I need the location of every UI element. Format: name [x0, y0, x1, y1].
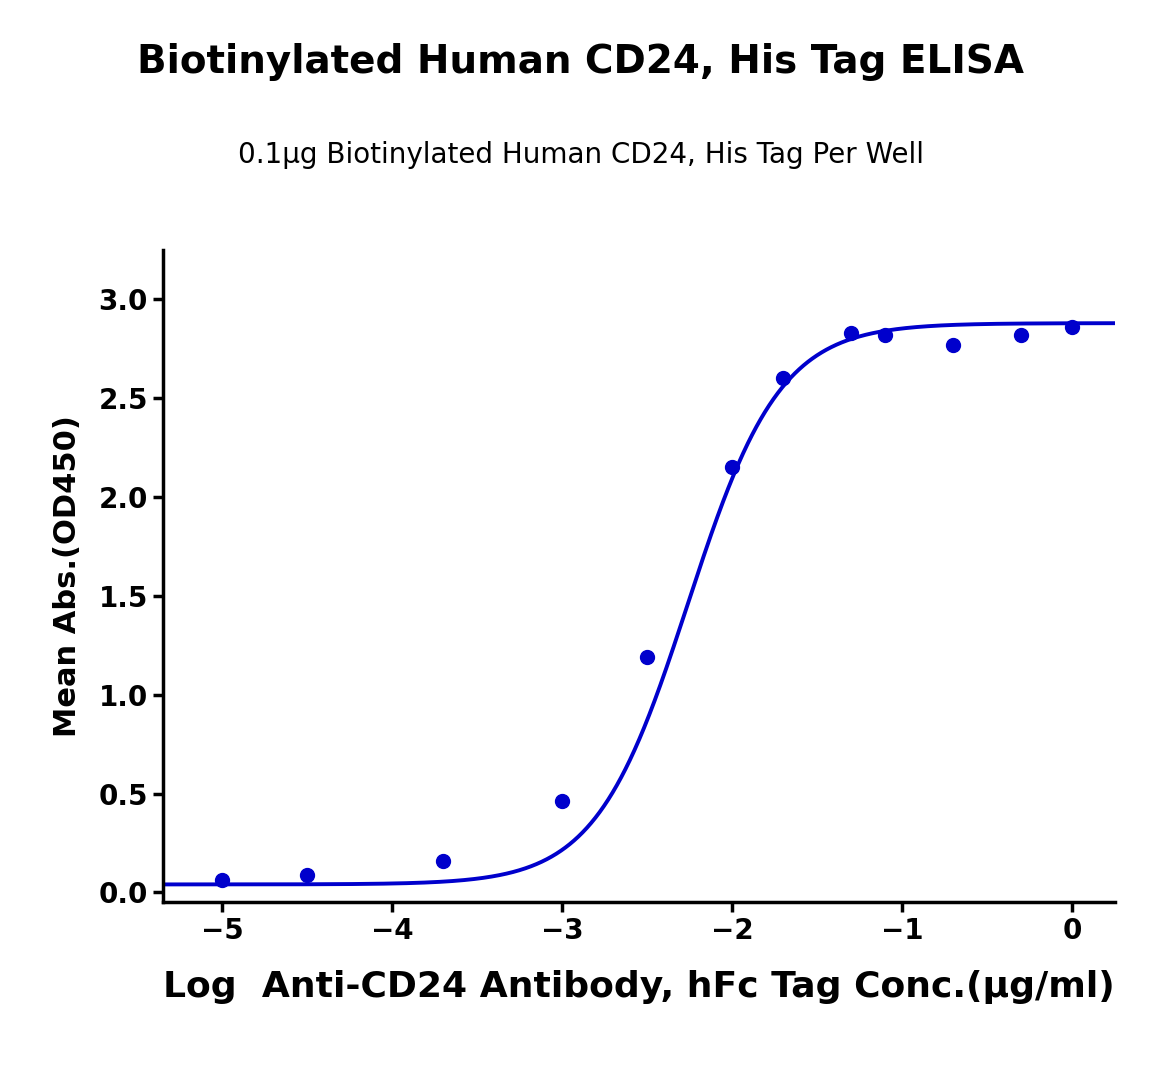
- X-axis label: Log  Anti-CD24 Antibody, hFc Tag Conc.(μg/ml): Log Anti-CD24 Antibody, hFc Tag Conc.(μg…: [163, 970, 1115, 1003]
- Point: [1062, 318, 1081, 336]
- Text: 0.1μg Biotinylated Human CD24, His Tag Per Well: 0.1μg Biotinylated Human CD24, His Tag P…: [238, 141, 923, 170]
- Point: [1011, 326, 1030, 343]
- Point: [553, 792, 571, 810]
- Y-axis label: Mean Abs.(OD450): Mean Abs.(OD450): [52, 415, 81, 737]
- Point: [723, 459, 742, 476]
- Point: [842, 324, 860, 341]
- Point: [637, 649, 656, 666]
- Point: [434, 852, 453, 870]
- Text: Biotinylated Human CD24, His Tag ELISA: Biotinylated Human CD24, His Tag ELISA: [137, 43, 1024, 82]
- Point: [297, 866, 316, 884]
- Point: [875, 326, 894, 343]
- Point: [212, 872, 231, 889]
- Point: [944, 336, 962, 353]
- Point: [773, 370, 792, 387]
